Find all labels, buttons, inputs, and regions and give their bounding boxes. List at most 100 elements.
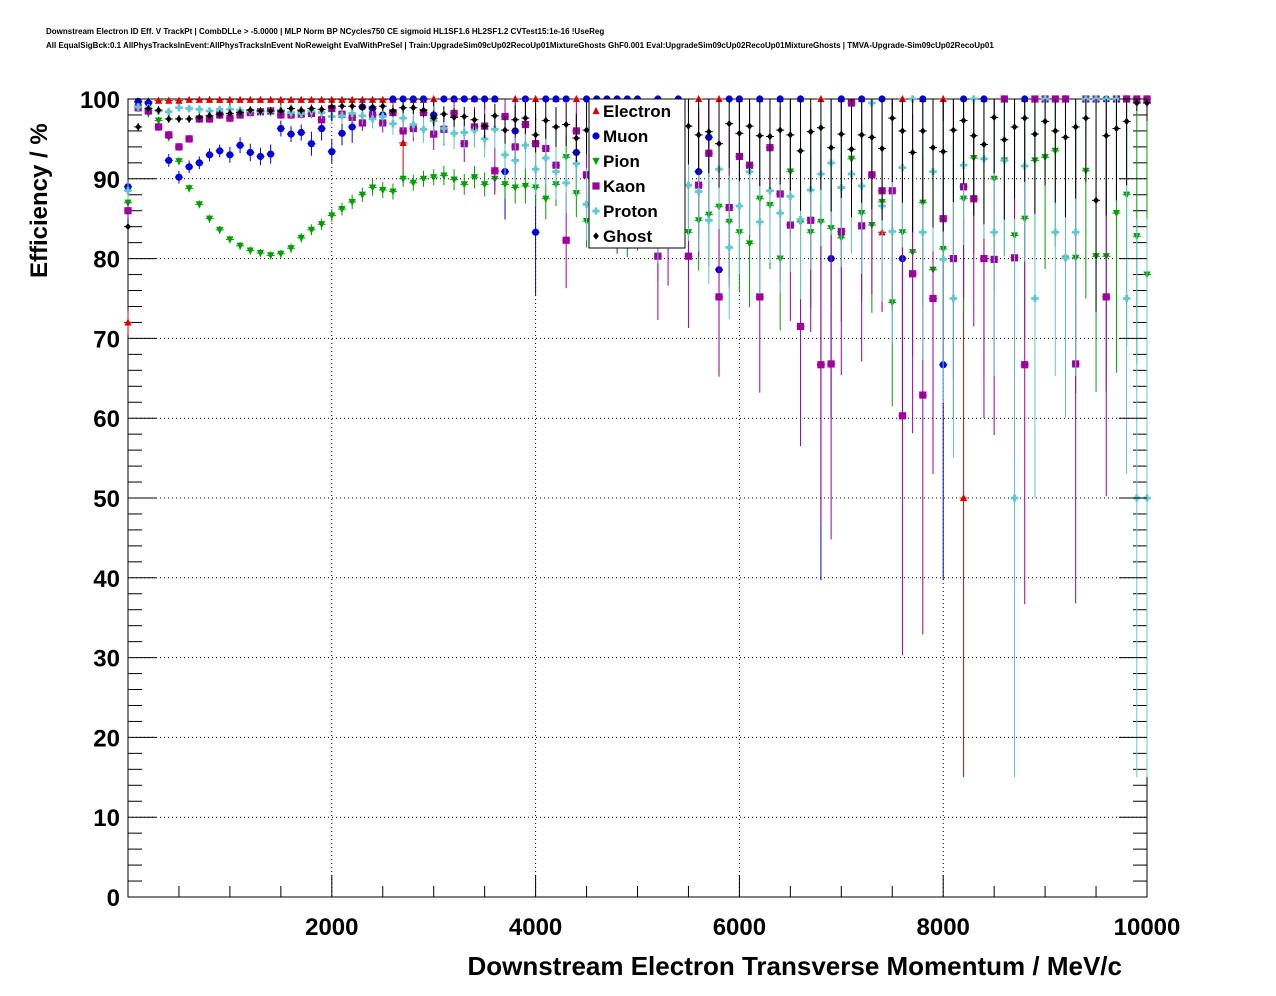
marker-muon bbox=[267, 150, 275, 158]
data-point-ghost bbox=[551, 106, 560, 147]
marker-proton bbox=[450, 129, 458, 137]
data-point-kaon bbox=[715, 217, 724, 377]
data-point-ghost bbox=[215, 110, 224, 119]
data-point-muon bbox=[195, 156, 204, 170]
marker-pion bbox=[328, 212, 336, 220]
marker-pion bbox=[419, 175, 428, 183]
data-point-muon bbox=[327, 139, 336, 164]
marker-pion bbox=[246, 247, 254, 255]
marker-ghost bbox=[930, 144, 936, 152]
data-point-muon bbox=[541, 95, 550, 103]
marker-ghost bbox=[889, 114, 896, 122]
marker-pion bbox=[389, 188, 397, 196]
data-point-pion bbox=[276, 249, 285, 258]
marker-proton bbox=[501, 151, 509, 159]
data-point-ghost bbox=[704, 99, 713, 174]
data-point-pion bbox=[419, 170, 428, 187]
marker-muon bbox=[542, 95, 550, 103]
marker-muon bbox=[216, 147, 224, 155]
data-point-ghost bbox=[297, 106, 306, 115]
data-point-ghost bbox=[480, 114, 489, 139]
marker-ghost bbox=[940, 148, 947, 156]
data-point-ghost bbox=[745, 99, 754, 175]
marker-proton bbox=[582, 200, 591, 208]
marker-pion bbox=[470, 174, 479, 182]
marker-electron bbox=[511, 94, 519, 103]
data-point-ghost bbox=[1132, 99, 1141, 111]
marker-ghost bbox=[828, 144, 834, 152]
data-point-ghost bbox=[266, 106, 275, 115]
marker-ghost bbox=[481, 122, 488, 130]
marker-proton bbox=[735, 202, 743, 210]
data-point-ghost bbox=[174, 114, 183, 123]
data-point-ghost bbox=[287, 104, 296, 113]
marker-pion bbox=[1112, 210, 1121, 218]
data-point-muon bbox=[225, 146, 234, 163]
marker-ghost bbox=[257, 107, 264, 115]
marker-ghost bbox=[981, 140, 987, 149]
marker-pion bbox=[154, 117, 163, 125]
data-point-ghost bbox=[939, 99, 948, 232]
data-point-kaon bbox=[827, 188, 836, 540]
data-point-proton bbox=[174, 103, 183, 112]
y-axis-title: Efficiency / % bbox=[26, 123, 53, 278]
marker-pion bbox=[318, 221, 326, 229]
marker-electron bbox=[287, 95, 295, 103]
marker-muon bbox=[562, 95, 570, 103]
marker-proton bbox=[440, 124, 448, 133]
data-point-proton bbox=[704, 156, 713, 285]
marker-muon bbox=[144, 99, 152, 107]
data-point-ghost bbox=[378, 101, 387, 111]
data-point-ghost bbox=[511, 105, 520, 135]
marker-proton bbox=[134, 103, 142, 111]
marker-pion bbox=[460, 181, 468, 189]
marker-ghost bbox=[950, 126, 957, 134]
marker-kaon bbox=[124, 207, 132, 215]
marker-electron bbox=[817, 94, 825, 103]
marker-ghost bbox=[420, 106, 427, 114]
y-tick-label: 70 bbox=[93, 326, 120, 353]
marker-proton bbox=[705, 216, 713, 224]
marker-proton bbox=[491, 125, 499, 133]
data-point-ghost bbox=[388, 105, 397, 117]
data-point-kaon bbox=[124, 202, 132, 219]
marker-proton bbox=[796, 215, 805, 224]
data-point-electron bbox=[348, 95, 357, 103]
marker-proton bbox=[185, 104, 193, 113]
data-point-electron bbox=[276, 95, 285, 103]
data-point-pion bbox=[195, 200, 204, 209]
marker-ghost bbox=[502, 126, 508, 134]
marker-ghost bbox=[430, 114, 437, 122]
marker-pion bbox=[521, 182, 530, 191]
marker-ghost bbox=[369, 103, 376, 111]
legend-label-pion: Pion bbox=[603, 152, 640, 171]
marker-electron bbox=[185, 95, 193, 103]
y-tick-label: 80 bbox=[93, 247, 120, 274]
marker-kaon bbox=[318, 116, 326, 124]
marker-ghost bbox=[216, 110, 223, 118]
data-point-ghost bbox=[1081, 99, 1090, 182]
legend: Electron Muon Pion Kaon Proton Ghost bbox=[588, 98, 686, 249]
data-point-ghost bbox=[185, 114, 194, 123]
marker-muon bbox=[256, 152, 265, 161]
marker-proton bbox=[195, 105, 203, 113]
legend-marker-ghost bbox=[593, 232, 599, 240]
legend-item-electron: Electron bbox=[592, 102, 671, 121]
data-point-kaon bbox=[154, 122, 163, 131]
data-point-ghost bbox=[908, 99, 917, 233]
marker-muon bbox=[440, 95, 448, 103]
data-point-muon bbox=[460, 95, 469, 103]
marker-kaon bbox=[817, 361, 825, 369]
data-point-ghost bbox=[765, 99, 774, 190]
marker-ghost bbox=[542, 116, 549, 125]
data-point-muon bbox=[337, 121, 346, 146]
marker-kaon bbox=[226, 114, 234, 122]
marker-proton bbox=[990, 228, 998, 236]
marker-electron bbox=[236, 95, 244, 103]
data-point-ghost bbox=[979, 99, 988, 225]
data-point-ghost bbox=[1092, 99, 1101, 313]
marker-pion bbox=[205, 215, 214, 223]
marker-ghost bbox=[767, 132, 773, 141]
data-point-ghost bbox=[154, 106, 163, 115]
marker-proton bbox=[572, 160, 580, 168]
